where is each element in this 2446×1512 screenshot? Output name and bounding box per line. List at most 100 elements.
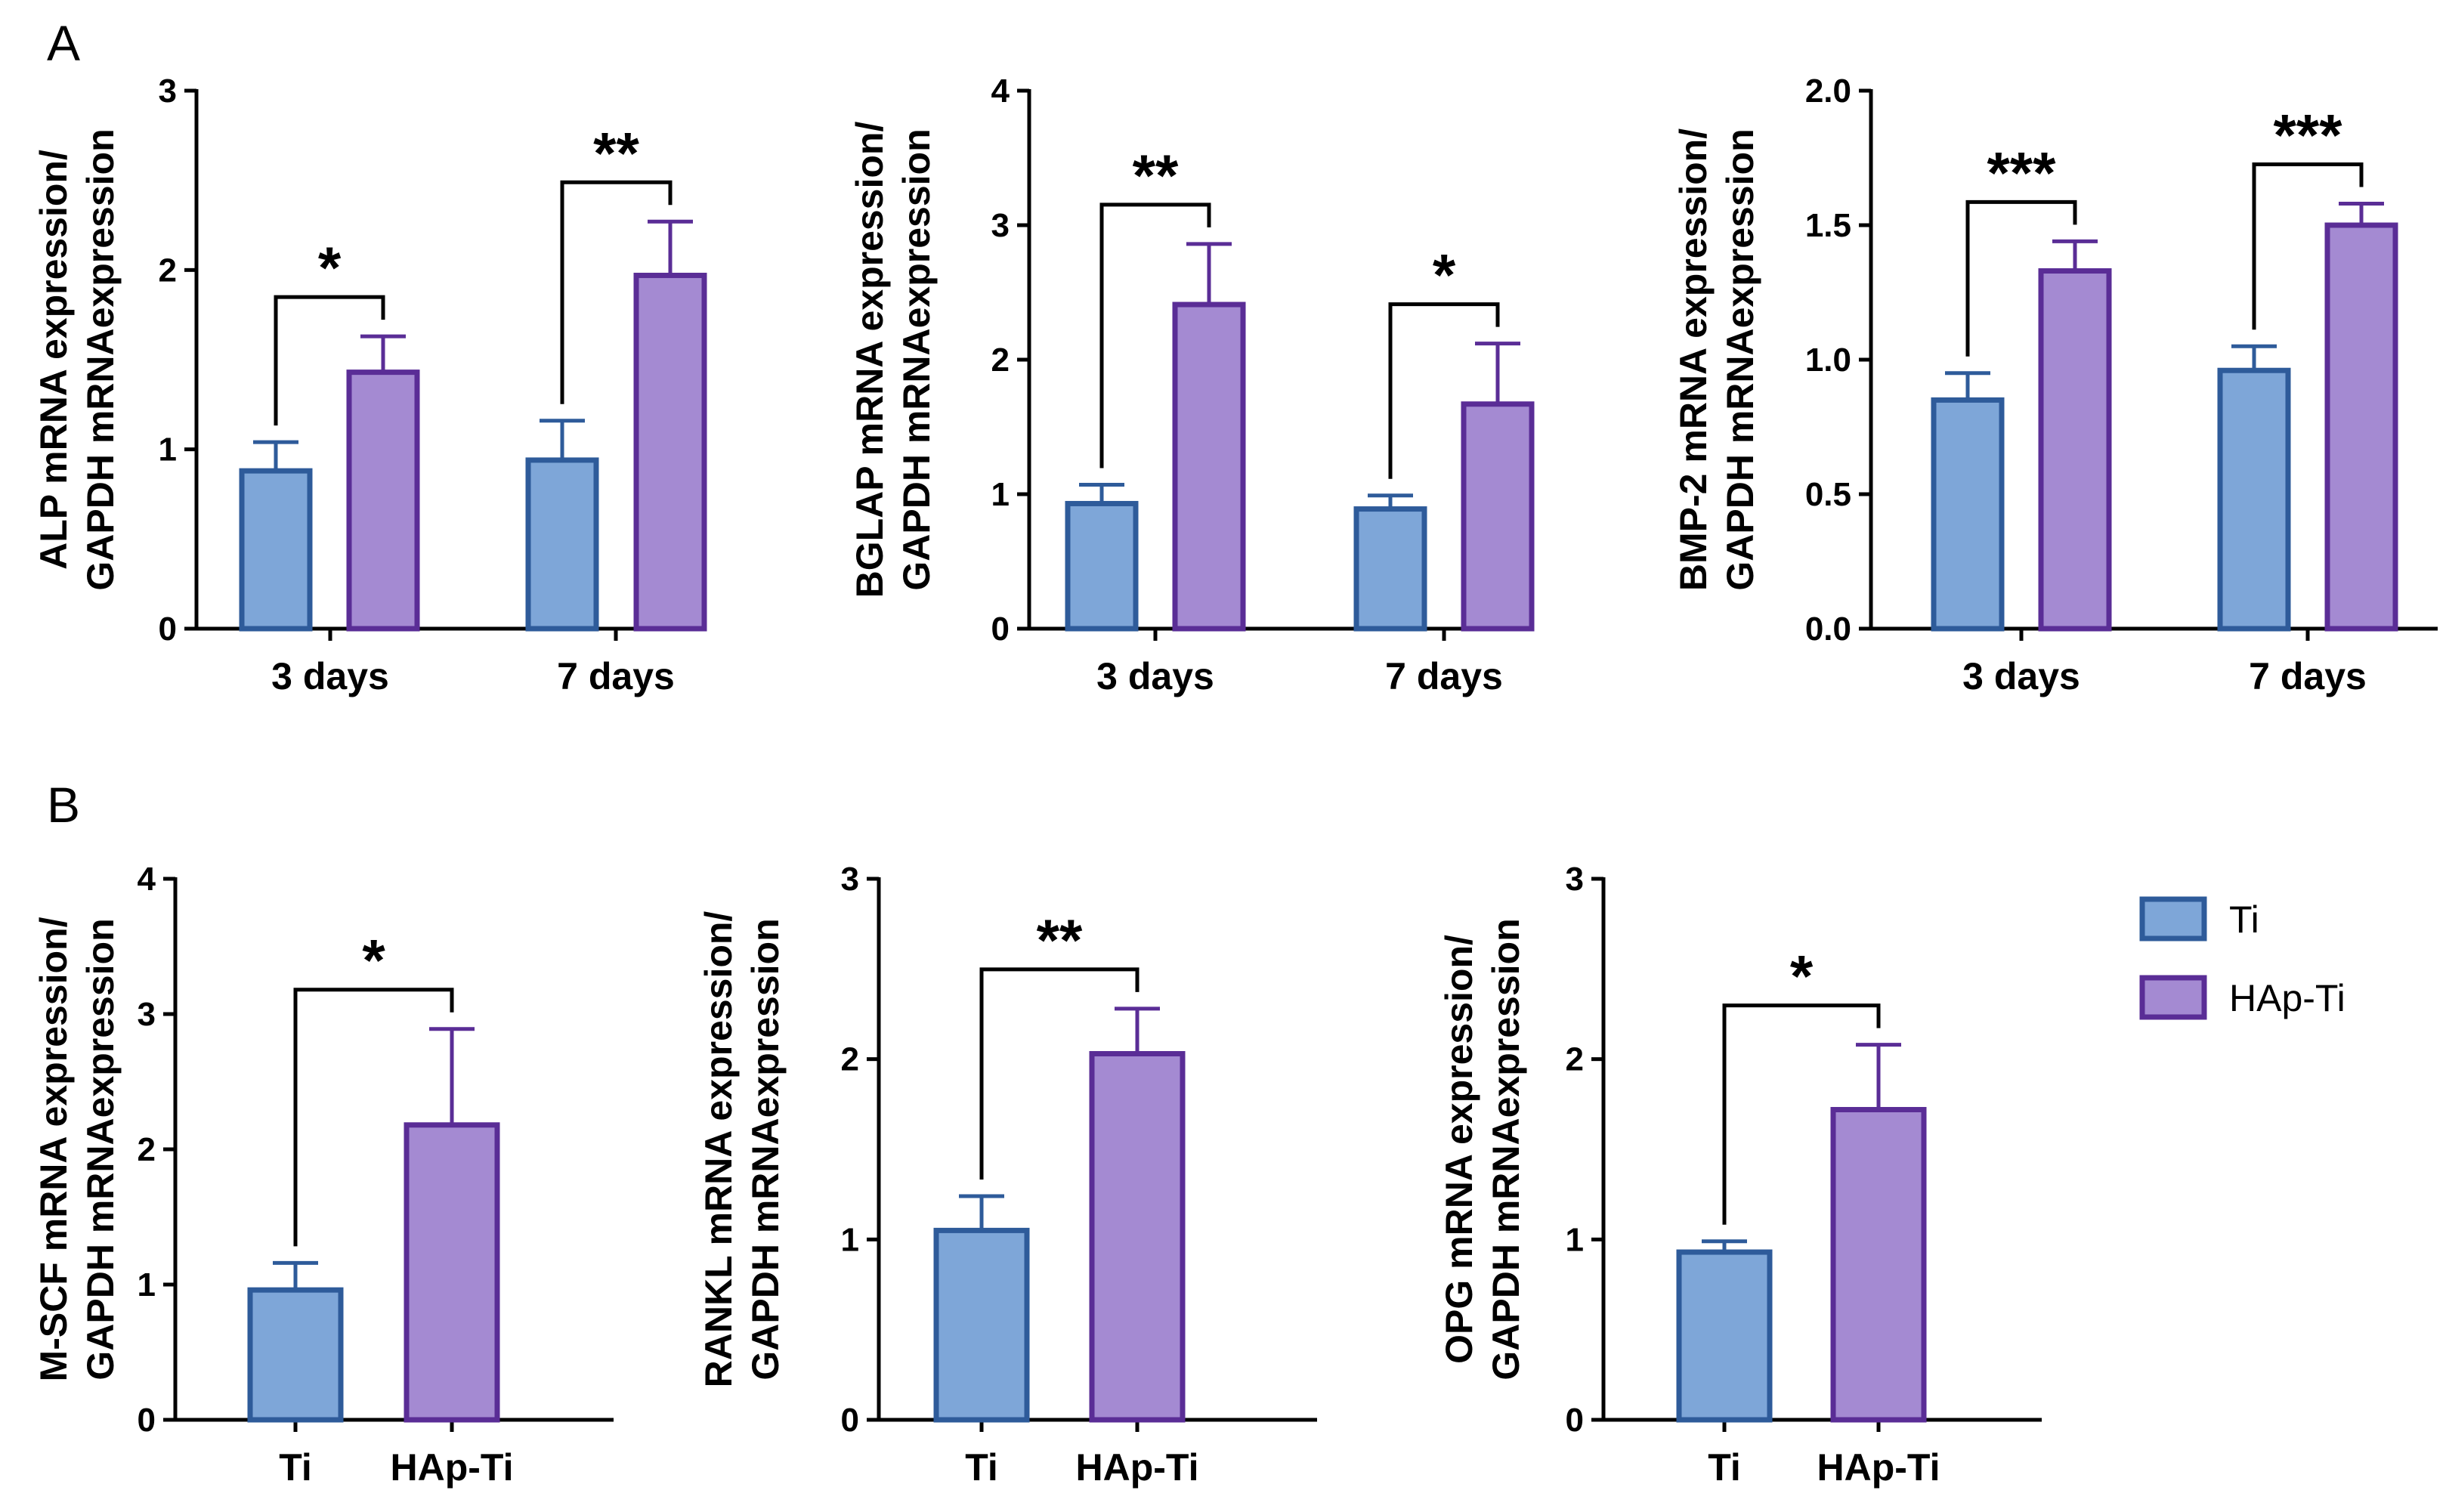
bar-ti <box>1065 500 1139 632</box>
x-tick-label: HAp-Ti <box>391 1446 514 1489</box>
y-tick-label: 0 <box>138 1402 156 1439</box>
significance-bracket <box>274 295 385 426</box>
panel-label-b: B <box>47 777 80 833</box>
significance-label: * <box>318 234 342 301</box>
y-tick-label: 1.0 <box>1805 342 1851 379</box>
chart-bmp2: 0.0 0.5 1.0 1.5 2.0 BMP-2 mRNA expression/GAP… <box>1672 73 2438 697</box>
y-tick-label: 0 <box>159 611 177 648</box>
bar-hap-ti <box>2038 268 2112 632</box>
y-axis-title: BGLAP mRNA expression/ <box>849 122 891 598</box>
legend-label-ti: Ti <box>2229 898 2259 941</box>
y-tick-label: 3 <box>841 861 859 898</box>
y-tick-label: 0 <box>991 611 1010 648</box>
y-axis-title: RANKL mRNA expression/ <box>697 911 740 1388</box>
y-axis-title: GAPDH mRNAexpression <box>79 918 122 1380</box>
x-tick-label: Ti <box>1708 1446 1741 1489</box>
bar-hap-ti <box>1172 301 1246 632</box>
y-axis-title: GAPDH mRNAexpression <box>895 128 938 590</box>
y-tick-label: 1 <box>991 476 1010 513</box>
y-tick-label: 3 <box>138 996 156 1033</box>
bar-ti <box>239 468 313 632</box>
significance-label: *** <box>2273 102 2342 169</box>
y-axis-title: GAPDH mRNAexpression <box>1719 128 1761 590</box>
y-axis-title: GAPDH mRNAexpression <box>744 918 787 1380</box>
y-axis-title: GAPDH mRNAexpression <box>79 128 122 590</box>
legend-label-hap: HAp-Ti <box>2229 977 2346 1019</box>
bar-hap-ti <box>1830 1106 1927 1423</box>
y-axis-title: M-SCF mRNA expression/ <box>32 917 75 1381</box>
y-tick-label: 3 <box>159 73 177 110</box>
y-tick-label: 0 <box>1566 1402 1584 1439</box>
significance-label: * <box>362 927 385 994</box>
bar-hap-ti <box>1089 1051 1186 1423</box>
significance-label: ** <box>1133 142 1179 209</box>
bar-ti <box>1353 506 1427 632</box>
significance-bracket <box>1099 203 1211 468</box>
y-axis-title: ALP mRNA expression/ <box>32 150 75 570</box>
chart-bglap: 0 1 2 3 4 BGLAP mRNA expression/GAPDH mRNAexp… <box>849 73 1535 697</box>
significance-bracket <box>1722 1003 1881 1225</box>
x-tick-label: HAp-Ti <box>1817 1446 1940 1489</box>
y-tick-label: 2 <box>138 1131 156 1168</box>
y-tick-label: 1 <box>138 1266 156 1303</box>
x-tick-label: 3 days <box>271 655 389 697</box>
y-tick-label: 0.5 <box>1805 476 1851 513</box>
y-tick-label: 2 <box>991 342 1010 379</box>
legend-swatch-ti <box>2139 896 2207 942</box>
bar-hap-ti <box>404 1122 500 1423</box>
significance-label: ** <box>593 119 639 186</box>
y-tick-label: 2 <box>159 252 177 289</box>
y-tick-label: 1 <box>1566 1221 1584 1258</box>
y-tick-label: 2 <box>841 1041 859 1078</box>
chart-rankl: 0 1 2 3 RANKL mRNA expression/GAPDH mRNAexpr… <box>697 861 1317 1489</box>
bar-ti <box>933 1227 1030 1423</box>
bar-hap-ti <box>346 369 420 632</box>
y-tick-label: 2.0 <box>1805 73 1851 110</box>
significance-label: *** <box>1987 139 2056 206</box>
bar-ti <box>1676 1249 1773 1423</box>
significance-bracket <box>979 967 1140 1180</box>
y-tick-label: 1 <box>841 1221 859 1258</box>
significance-bracket <box>2252 162 2364 330</box>
y-tick-label: 4 <box>138 861 156 898</box>
significance-bracket <box>560 180 673 404</box>
x-tick-label: 7 days <box>1385 655 1503 697</box>
y-tick-label: 1 <box>159 431 177 468</box>
y-tick-label: 3 <box>991 207 1010 244</box>
y-axis-title: OPG mRNA expression/ <box>1438 935 1480 1364</box>
bar-hap-ti <box>2324 222 2398 632</box>
significance-bracket <box>293 988 454 1247</box>
y-tick-label: 0.0 <box>1805 611 1851 648</box>
bar-ti <box>525 457 599 632</box>
significance-label: * <box>1790 943 1814 1010</box>
bar-ti <box>1931 397 2005 632</box>
chart-mscf: 0 1 2 3 4 M-SCF mRNA expression/GAPDH mRNAexp… <box>32 861 614 1489</box>
x-tick-label: 7 days <box>557 655 675 697</box>
significance-bracket <box>1388 302 1500 479</box>
y-tick-label: 3 <box>1566 861 1584 898</box>
bar-ti <box>247 1287 344 1423</box>
chart-opg: 0 1 2 3 OPG mRNA expression/GAPDH mRNAexpres… <box>1438 861 2042 1489</box>
significance-label: * <box>1433 242 1456 308</box>
significance-bracket <box>1965 199 2077 357</box>
chart-alp: 0 1 2 3 ALP mRNA expression/GAPDH mRNAexpres… <box>32 73 707 697</box>
x-tick-label: 3 days <box>1096 655 1214 697</box>
y-axis-title: BMP-2 mRNA expression/ <box>1672 128 1715 591</box>
y-tick-label: 4 <box>991 73 1010 110</box>
x-tick-label: 7 days <box>2249 655 2367 697</box>
x-tick-label: HAp-Ti <box>1076 1446 1199 1489</box>
legend-swatch-hap <box>2139 975 2207 1020</box>
significance-label: ** <box>1037 907 1083 973</box>
x-tick-label: Ti <box>965 1446 998 1489</box>
panel-label-a: A <box>47 15 80 71</box>
bar-ti <box>2217 367 2291 632</box>
x-tick-label: Ti <box>279 1446 312 1489</box>
y-tick-label: 1.5 <box>1805 207 1851 244</box>
y-tick-label: 0 <box>841 1402 859 1439</box>
x-tick-label: 3 days <box>1962 655 2080 697</box>
bar-hap-ti <box>633 272 707 632</box>
bar-hap-ti <box>1461 401 1535 632</box>
y-axis-title: GAPDH mRNAexpression <box>1485 918 1527 1380</box>
legend: Ti HAp-Ti <box>2139 896 2346 1020</box>
